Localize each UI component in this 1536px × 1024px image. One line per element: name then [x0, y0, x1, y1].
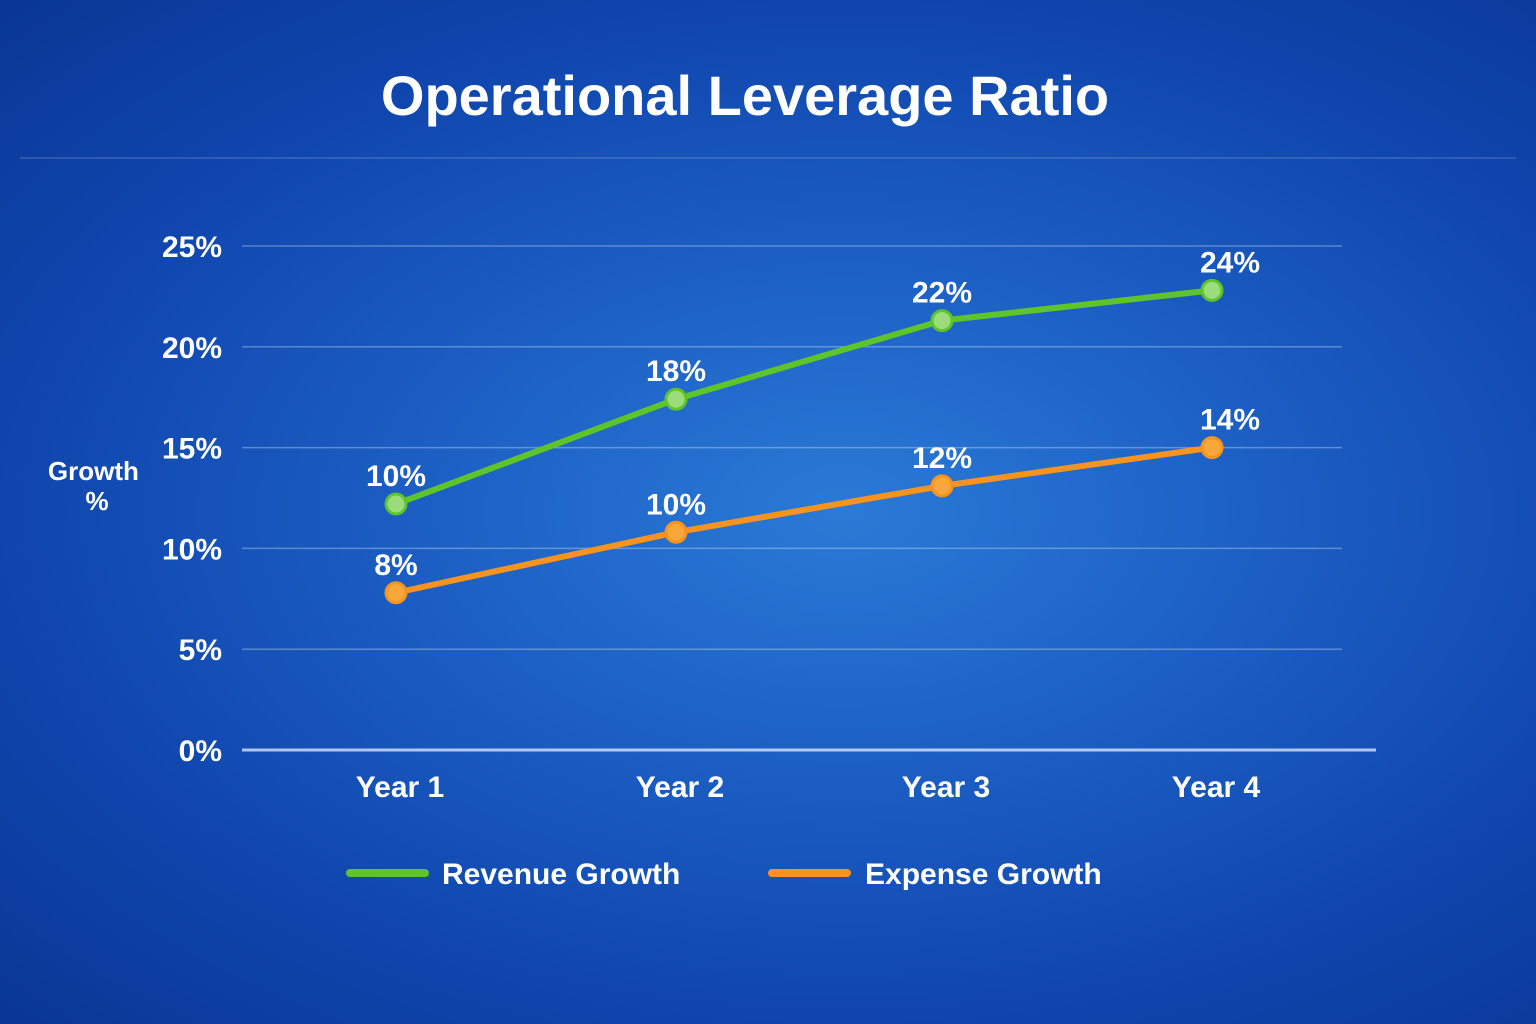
x-tick-label: Year 1: [356, 771, 444, 804]
data-label: 18%: [646, 355, 706, 388]
series-line: [393, 287, 1215, 508]
y-axis-ticks: 0% 5% 10% 15% 20% 25%: [162, 231, 222, 768]
data-point: [930, 309, 954, 333]
y-axis-label: Growth %: [48, 456, 146, 516]
data-label: 24%: [1200, 246, 1260, 279]
data-labels: 10% 18% 22% 24% 8% 10% 12% 14%: [366, 246, 1260, 581]
data-label: 22%: [912, 277, 972, 310]
x-tick-label: Year 4: [1172, 771, 1261, 804]
data-label: 8%: [374, 549, 417, 582]
chart-title: Operational Leverage Ratio: [381, 64, 1109, 127]
grid-lines: [242, 245, 1376, 752]
x-tick-label: Year 2: [636, 771, 724, 804]
data-point: [384, 581, 408, 605]
data-label: 12%: [912, 442, 972, 475]
y-tick-label: 10%: [162, 533, 222, 566]
x-axis-ticks: Year 1 Year 2 Year 3 Year 4: [356, 771, 1261, 804]
data-point: [384, 492, 408, 516]
y-tick-label: 25%: [162, 231, 222, 264]
legend-label: Expense Growth: [865, 858, 1102, 891]
data-point: [664, 520, 688, 544]
data-point: [1200, 436, 1224, 460]
y-tick-label: 20%: [162, 332, 222, 365]
data-label: 14%: [1200, 404, 1260, 437]
data-label: 10%: [366, 460, 426, 493]
x-tick-label: Year 3: [902, 771, 990, 804]
data-point: [664, 387, 688, 411]
series-line: [393, 444, 1215, 596]
y-tick-label: 5%: [179, 634, 222, 667]
data-point: [1200, 278, 1224, 302]
data-label: 10%: [646, 488, 706, 521]
y-tick-label: 0%: [179, 735, 222, 768]
series-lines: [384, 278, 1224, 605]
legend-label: Revenue Growth: [442, 858, 680, 891]
data-point: [930, 474, 954, 498]
y-tick-label: 15%: [162, 433, 222, 466]
legend: Revenue Growth Expense Growth: [346, 858, 1102, 891]
